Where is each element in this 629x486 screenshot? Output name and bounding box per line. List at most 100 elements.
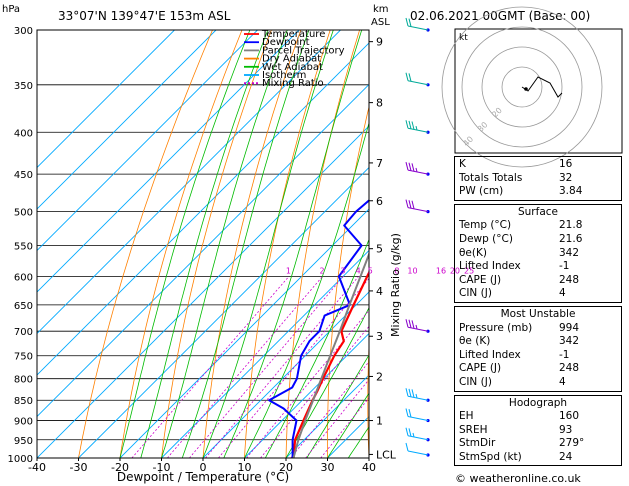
pressure-tick-label: 950 <box>14 436 33 447</box>
legend-entry: Temperature <box>261 29 325 40</box>
wind-barb <box>405 388 430 402</box>
dry-adiabat <box>202 30 302 458</box>
hodograph-indices-box: Hodograph EH 160 SREH 93 StmDir 279° StmSpd (k… <box>454 394 622 467</box>
most-unstable-index-row: Pressure (mb) 994 <box>455 322 621 336</box>
pressure-tick-label: 700 <box>14 327 33 338</box>
wind-barb-flag <box>411 200 415 209</box>
surface-index-label: CAPE (J) <box>459 273 502 286</box>
km-tick-label: LCL <box>376 448 397 461</box>
basic-index-row: K 16 <box>455 158 621 172</box>
hodograph-ring <box>441 6 603 168</box>
asl-unit-label: ASL <box>371 17 390 28</box>
hodograph-ring <box>461 26 583 148</box>
wind-barb-flag <box>405 427 409 436</box>
mixing-ratio-label: 2 <box>320 266 325 275</box>
pressure-tick-label: 350 <box>14 81 33 92</box>
wet-adiabat <box>181 30 310 458</box>
surface-index-value: -1 <box>559 260 570 273</box>
indices-panel: K 16 Totals Totals 32 PW (cm) 3.84 Surface Te… <box>454 156 622 469</box>
wet-adiabat <box>161 30 288 458</box>
pressure-tick-label: 600 <box>14 272 33 283</box>
wind-barb-shaft <box>407 127 429 133</box>
wind-barb-flag <box>408 319 412 328</box>
wind-barb-shaft <box>407 416 429 422</box>
most-unstable-index-label: Pressure (mb) <box>459 321 533 334</box>
wind-barb <box>405 162 430 176</box>
mixing-ratio-line <box>246 309 369 458</box>
most-unstable-title: Most Unstable <box>500 307 576 320</box>
basic-index-label: PW (cm) <box>459 185 504 198</box>
wind-barb-flag <box>408 200 412 209</box>
pressure-tick-label: 550 <box>14 241 33 252</box>
wind-barb-flag <box>405 162 409 171</box>
x-tick-label: -40 <box>28 461 46 474</box>
x-tick-label: 0 <box>200 461 207 474</box>
hodograph-index-row: EH 160 <box>455 410 621 424</box>
km-tick-label: 9 <box>376 36 383 49</box>
mixing-ratio-line <box>218 277 369 458</box>
wind-barb-flag <box>405 17 409 27</box>
wind-barb-flag <box>405 199 409 208</box>
most-unstable-index-row: Lifted Index -1 <box>455 349 621 363</box>
wind-barb-flag <box>405 408 409 417</box>
basic-index-label: Totals Totals <box>459 171 523 184</box>
isotherm-line <box>119 208 369 458</box>
hodograph-ring <box>481 46 563 128</box>
hodograph-title: Hodograph <box>508 396 568 409</box>
most-unstable-index-value: 994 <box>559 321 580 334</box>
wind-barb-flag <box>411 389 415 398</box>
wind-barb-flag <box>408 428 412 437</box>
isotherm-line <box>37 125 369 458</box>
km-unit-label: km <box>373 4 389 15</box>
pressure-tick-label: 500 <box>14 208 33 219</box>
pressure-tick-label: 850 <box>14 396 33 407</box>
isotherm-line <box>37 83 369 418</box>
wind-barb-shaft <box>407 80 429 86</box>
pressure-tick-label: 750 <box>14 352 33 363</box>
legend-entry: Wet Adiabat <box>262 62 323 73</box>
pressure-tick-label: 900 <box>14 417 33 428</box>
hodograph-frame <box>454 28 623 154</box>
km-tick-label: 2 <box>376 370 383 383</box>
dry-adiabat <box>367 337 369 458</box>
mixing-ratio-label: 25 <box>464 266 474 275</box>
most-unstable-index-value: -1 <box>559 348 570 361</box>
mixing-ratio-label: 16 <box>436 266 446 275</box>
wind-barb-flag <box>411 163 415 172</box>
most-unstable-index-value: 248 <box>559 362 580 375</box>
hodograph-kt-label: kt <box>459 33 468 43</box>
wind-barb-flag <box>408 18 412 27</box>
most-unstable-index-value: 342 <box>559 335 580 348</box>
km-tick-label: 3 <box>376 330 383 343</box>
wind-barb <box>405 319 430 333</box>
wind-barb-flag <box>405 120 409 129</box>
hodograph-storm-marker <box>524 87 528 91</box>
surface-index-row: θe(K) 342 <box>455 247 621 261</box>
km-tick-label: 1 <box>376 415 383 428</box>
forecast-datetime: 02.06.2021 00GMT (Base: 00) <box>410 9 591 23</box>
wind-barb <box>405 72 430 87</box>
wind-barb-shaft <box>407 326 429 332</box>
dewpoint-profile <box>268 199 369 458</box>
basic-index-row: Totals Totals 32 <box>455 172 621 186</box>
wind-barb-half <box>415 125 418 131</box>
basic-index-value: 16 <box>559 158 573 170</box>
wind-barb-flag <box>408 162 412 171</box>
dry-adiabat <box>161 30 272 458</box>
basic-index-row: PW (cm) 3.84 <box>455 185 621 199</box>
wind-barb-shaft <box>407 207 429 213</box>
x-tick-label: 20 <box>279 461 293 474</box>
most-unstable-box: Most Unstable Pressure (mb) 994 θe (K) 342 L… <box>454 305 622 392</box>
most-unstable-index-label: CIN (J) <box>459 375 492 388</box>
surface-index-label: Temp (°C) <box>459 219 512 232</box>
km-tick-label: 8 <box>376 97 383 110</box>
wind-barb <box>405 120 430 134</box>
dry-adiabat <box>119 30 243 458</box>
mixing-ratio-label: 3 <box>340 266 345 275</box>
surface-index-row: Lifted Index -1 <box>455 260 621 274</box>
hodograph-index-value: 93 <box>559 423 573 436</box>
isotherm-line <box>244 332 369 458</box>
mixing-ratio-line <box>167 276 323 458</box>
wind-barb-half <box>415 393 418 399</box>
